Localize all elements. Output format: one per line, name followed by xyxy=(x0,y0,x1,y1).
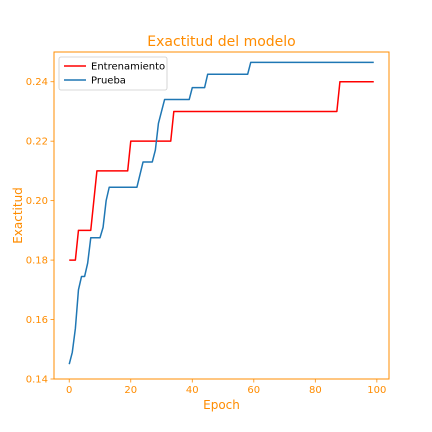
y-tick-label: 0.22 xyxy=(26,137,48,148)
x-tick-label: 0 xyxy=(66,385,72,396)
axes-layer: 0 20 40 60 80 100 0.14 0.16 0.18 0.20 0.22 0.24 xyxy=(26,77,387,396)
legend: Entrenamiento Prueba xyxy=(58,56,168,91)
x-tick-label: 20 xyxy=(124,385,137,396)
y-tick-label: 0.24 xyxy=(26,77,48,88)
x-tick-label: 60 xyxy=(247,385,260,396)
plot-frame xyxy=(53,51,390,380)
y-tick-label: 0.20 xyxy=(26,196,48,207)
series-layer xyxy=(68,61,374,365)
y-axis-label: Exactitud xyxy=(11,187,25,244)
x-tick-label: 100 xyxy=(367,385,386,396)
x-tick-label: 40 xyxy=(186,385,199,396)
legend-label-entrenamiento: Entrenamiento xyxy=(91,62,165,73)
y-tick-label: 0.14 xyxy=(26,375,48,386)
series-line-entrenamiento xyxy=(69,80,374,261)
plot-area xyxy=(53,51,390,380)
series-line-prueba xyxy=(68,61,374,365)
y-tick-label: 0.18 xyxy=(26,256,48,267)
y-tick-label: 0.16 xyxy=(26,315,48,326)
x-axis-label: Epoch xyxy=(203,398,240,412)
chart-title: Exactitud del modelo xyxy=(147,34,295,50)
x-tick-label: 80 xyxy=(309,385,322,396)
legend-label-prueba: Prueba xyxy=(91,76,126,87)
